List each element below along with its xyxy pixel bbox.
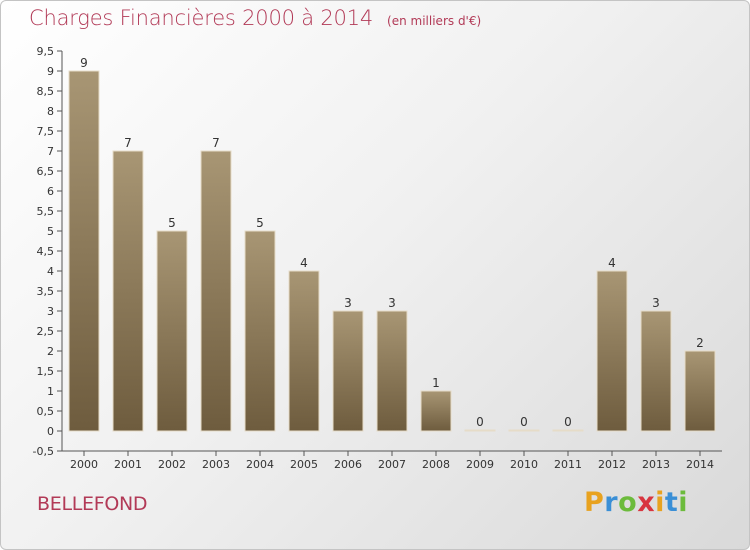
bar (68, 70, 100, 432)
bar (288, 270, 320, 432)
y-tick-label: 4,5 (37, 245, 55, 258)
y-tick-label: 7,5 (37, 125, 55, 138)
logo-letter: P (584, 487, 605, 518)
x-tick-label: 2001 (114, 458, 142, 471)
bar (684, 350, 716, 432)
bar (420, 390, 452, 432)
bar-value-label: 4 (608, 256, 616, 270)
y-tick-label: 5 (47, 225, 54, 238)
x-tick-label: 2000 (70, 458, 98, 471)
y-tick-label: -0,5 (33, 445, 54, 458)
x-tick-label: 2005 (290, 458, 318, 471)
x-tick-label: 2010 (510, 458, 538, 471)
y-tick-label: 4 (47, 265, 54, 278)
x-tick-label: 2009 (466, 458, 494, 471)
x-tick-label: 2011 (554, 458, 582, 471)
logo-letter: x (637, 487, 656, 518)
bar-value-label: 5 (168, 216, 176, 230)
bar (640, 310, 672, 432)
bar-value-label: 1 (432, 376, 440, 390)
bar-value-label: 4 (300, 256, 308, 270)
x-tick-label: 2004 (246, 458, 274, 471)
bar-value-label: 7 (124, 136, 132, 150)
chart-title: Charges Financières 2000 à 2014 (en milli… (29, 6, 481, 30)
logo-letter: r (604, 487, 619, 518)
y-tick-label: 9 (47, 65, 54, 78)
logo-letter: i (655, 487, 665, 518)
x-tick-label: 2007 (378, 458, 406, 471)
y-axis: -0,5 0 0,5 1 1,5 2 2,5 3 3,5 4 4,5 5 5,5 6 6,5 7 7,5 8 8,5… (33, 45, 63, 458)
y-tick-label: 0 (47, 425, 54, 438)
bar-value-label: 3 (388, 296, 396, 310)
bar (596, 270, 628, 432)
x-tick-label: 2013 (642, 458, 670, 471)
y-tick-label: 6 (47, 185, 54, 198)
y-tick-label: 8,5 (37, 85, 55, 98)
bar (508, 429, 540, 432)
place-name: BELLEFOND (37, 493, 148, 515)
bar (200, 150, 232, 432)
y-tick-label: 5,5 (37, 205, 55, 218)
y-tick-label: 3 (47, 305, 54, 318)
bar-value-label: 0 (564, 415, 572, 429)
bar (244, 230, 276, 432)
y-tick-label: 9,5 (37, 45, 55, 58)
y-tick-label: 8 (47, 105, 54, 118)
bar-value-label: 7 (212, 136, 220, 150)
y-tick-label: 6,5 (37, 165, 55, 178)
bar (552, 429, 584, 432)
x-tick-label: 2006 (334, 458, 362, 471)
unit-text: (en milliers d'€) (387, 14, 482, 28)
x-tick-label: 2012 (598, 458, 626, 471)
y-tick-label: 7 (47, 145, 54, 158)
logo-letter: i (678, 487, 689, 518)
x-axis: 2000 2001 2002 2003 2004 2005 2006 2007 2008 2009… (62, 450, 722, 471)
bar-value-label: 3 (344, 296, 352, 310)
y-tick-label: 1,5 (37, 365, 55, 378)
y-tick-label: 2,5 (37, 325, 55, 338)
y-tick-label: 3,5 (37, 285, 55, 298)
bar (156, 230, 188, 432)
bars (68, 70, 716, 432)
bar-value-label: 2 (696, 336, 704, 350)
y-tick-label: 0,5 (37, 405, 55, 418)
y-tick-label: 1 (47, 385, 54, 398)
bar-value-label: 5 (256, 216, 264, 230)
bar-value-label: 9 (80, 56, 88, 70)
bar (376, 310, 408, 432)
logo-letter: t (664, 487, 679, 518)
logo-letter: o (618, 487, 638, 518)
bar (332, 310, 364, 432)
bar-value-label: 0 (476, 415, 484, 429)
x-tick-label: 2003 (202, 458, 230, 471)
bar-value-label: 3 (652, 296, 660, 310)
x-tick-label: 2008 (422, 458, 450, 471)
proxiti-logo: Proxiti (584, 487, 688, 518)
title-text: Charges Financières 2000 à 2014 (29, 6, 374, 30)
data-labels: 9 7 5 7 5 4 3 3 1 0 0 0 4 3 2 (80, 56, 704, 429)
x-tick-label: 2002 (158, 458, 186, 471)
bar (112, 150, 144, 432)
y-tick-label: 2 (47, 345, 54, 358)
x-tick-label: 2014 (686, 458, 714, 471)
bar (464, 429, 496, 432)
bar-value-label: 0 (520, 415, 528, 429)
